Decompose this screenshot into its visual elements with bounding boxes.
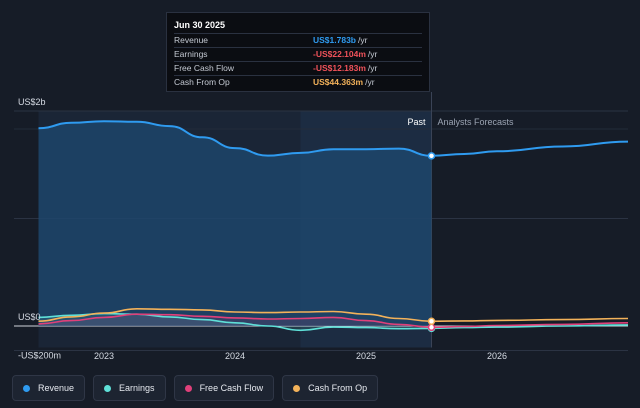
legend: Revenue Earnings Free Cash Flow Cash Fro… xyxy=(12,375,379,401)
tooltip-value: US$1.783b xyxy=(313,35,356,45)
marker-free-cash-flow xyxy=(427,323,436,332)
revenue-area xyxy=(38,121,432,326)
tooltip-label: Cash From Op xyxy=(174,77,230,87)
legend-item-cash-from-op[interactable]: Cash From Op xyxy=(282,375,379,401)
tooltip-value: -US$12.183m xyxy=(313,63,366,73)
tooltip-unit: /yr xyxy=(367,63,378,73)
x-tick-label: 2026 xyxy=(487,351,507,361)
series-line-free-cash-flow xyxy=(38,313,629,329)
y-tick-label: US$0 xyxy=(18,312,41,322)
legend-item-revenue[interactable]: Revenue xyxy=(12,375,86,401)
tooltip: Jun 30 2025 Revenue US$1.783b /yr Earnin… xyxy=(166,12,430,92)
legend-dot-icon xyxy=(104,384,112,392)
tooltip-date: Jun 30 2025 xyxy=(174,20,226,30)
tooltip-label: Free Cash Flow xyxy=(174,63,234,73)
legend-label: Earnings xyxy=(119,383,155,393)
marker-cash-from-op xyxy=(427,317,436,326)
legend-dot-icon xyxy=(23,384,30,392)
chart-area: US$2b US$0 -US$200m 2023 2024 2025 2026 Past Ana… xyxy=(14,92,629,361)
tooltip-value: -US$22.104m xyxy=(313,49,366,59)
tooltip-unit: /yr xyxy=(367,49,378,59)
forecast-label: Analysts Forecasts xyxy=(438,117,515,127)
legend-label: Free Cash Flow xyxy=(199,383,264,393)
tooltip-unit: /yr xyxy=(365,77,375,87)
tooltip-row-cash-from-op: Cash From Op US$44.363m /yr xyxy=(174,75,422,89)
legend-item-earnings[interactable]: Earnings xyxy=(93,375,166,401)
past-label: Past xyxy=(407,117,426,127)
tooltip-label: Revenue xyxy=(174,35,209,45)
y-tick-label: US$2b xyxy=(18,97,46,107)
legend-item-free-cash-flow[interactable]: Free Cash Flow xyxy=(173,375,275,401)
legend-label: Revenue xyxy=(38,383,75,393)
legend-dot-icon xyxy=(184,384,192,392)
legend-dot-icon xyxy=(293,384,301,392)
tooltip-value: US$44.363m xyxy=(313,77,364,87)
series-area xyxy=(38,313,432,331)
x-tick-label: 2025 xyxy=(356,351,376,361)
y-tick-label: -US$200m xyxy=(18,351,61,361)
marker-revenue xyxy=(427,152,436,160)
tooltip-label: Earnings xyxy=(174,49,208,59)
tooltip-unit: /yr xyxy=(358,35,368,45)
series-line-cash-from-op xyxy=(38,307,629,323)
tooltip-row-revenue: Revenue US$1.783b /yr xyxy=(174,33,422,47)
tooltip-row-free-cash-flow: Free Cash Flow -US$12.183m /yr xyxy=(174,61,422,75)
x-tick-label: 2024 xyxy=(225,351,245,361)
series-line-revenue xyxy=(38,120,629,157)
x-tick-label: 2023 xyxy=(94,351,114,361)
tooltip-row-earnings: Earnings -US$22.104m /yr xyxy=(174,47,422,61)
legend-label: Cash From Op xyxy=(308,383,368,393)
